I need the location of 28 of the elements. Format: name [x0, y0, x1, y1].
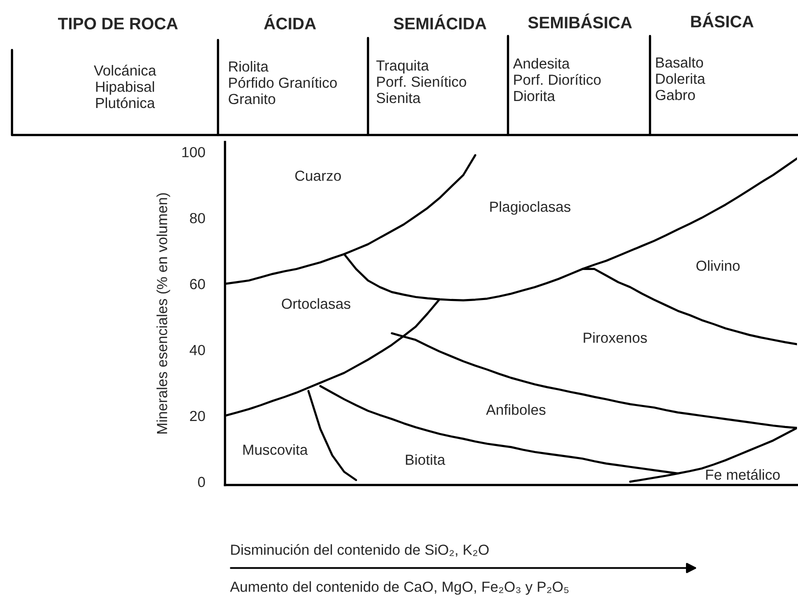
y-axis-title: Minerales esenciales (% en volumen) [156, 193, 170, 434]
text: BÁSICA [691, 12, 754, 28]
text: Volcánica Hipabisal Plutónica [94, 64, 156, 108]
annotation: Ortoclasas [282, 298, 350, 309]
annotation: Plagioclasas [490, 201, 570, 215]
annotation: Biotita [406, 454, 446, 465]
y-tick-label: 40 [190, 344, 205, 356]
text: Andesita Porf. Diorítico Diorita [513, 58, 601, 102]
annotation: Muscovita [243, 444, 308, 455]
text: Aumento del contenido de CaO, MgO, Fe₂O₃ y P₂O₅ [230, 581, 568, 595]
text: Traquita Porf. Sienítico Sienita [376, 60, 466, 104]
y-tick-label: 0 [198, 476, 205, 488]
annotation: Fe metálico [706, 469, 780, 480]
annotation: Olivino [696, 260, 740, 271]
y-tick-label: 60 [190, 278, 205, 290]
annotation: Anfiboles [486, 404, 546, 415]
text: SEMIÁCIDA [394, 14, 486, 30]
y-tick-label: 20 [190, 410, 205, 422]
text: Basalto Dolerita Gabro [656, 56, 706, 100]
y-tick-label: 100 [182, 146, 205, 158]
y-tick-label: 80 [190, 212, 205, 224]
text: ÁCIDA [264, 14, 316, 30]
text: TIPO DE ROCA [58, 18, 178, 30]
annotation: Piroxenos [584, 332, 647, 343]
text: SEMIBÁSICA [528, 14, 632, 28]
text: Riolita Pórfido Granítico Granito [228, 60, 337, 104]
text: Disminución del contenido de SiO₂, K₂O [231, 544, 489, 557]
annotation: Cuarzo [295, 170, 341, 181]
